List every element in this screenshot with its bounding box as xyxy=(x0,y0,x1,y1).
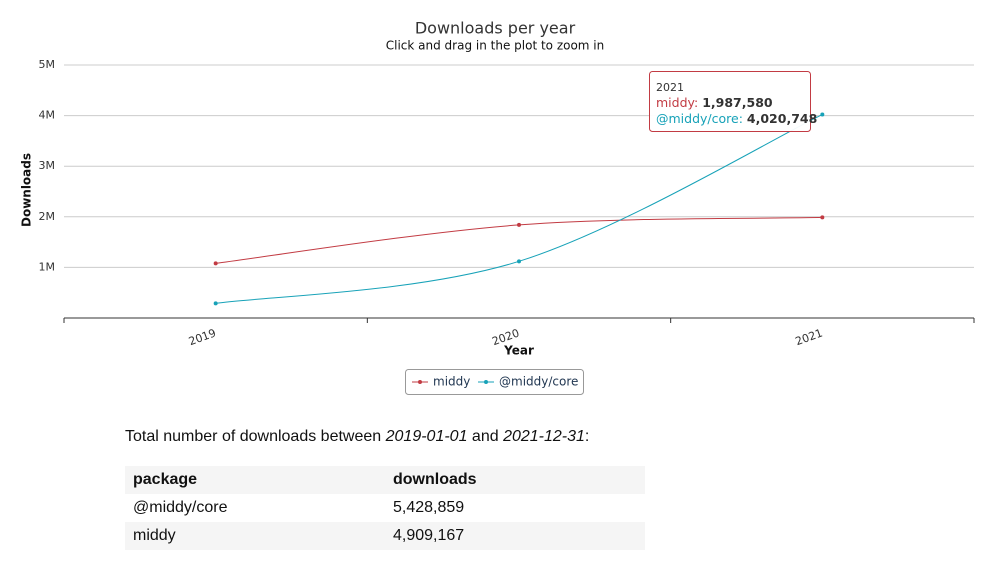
legend-label: @middy/core xyxy=(499,375,578,389)
chart: Downloads per year Click and drag in the… xyxy=(20,19,975,395)
tooltip-row: @middy/core: 4,020,748 xyxy=(656,111,817,126)
table-header: package downloads xyxy=(125,466,645,494)
series-line xyxy=(215,114,823,304)
end-date: 2021-12-31 xyxy=(503,428,585,445)
downloads-cell: 5,428,859 xyxy=(393,499,465,516)
downloads-table: package downloads @middy/core 5,428,859 mi… xyxy=(125,466,645,550)
data-point xyxy=(820,215,825,220)
x-tick-label: 2019 xyxy=(187,326,218,348)
header-cell: package xyxy=(125,466,385,494)
data-point xyxy=(820,112,825,117)
legend-marker xyxy=(484,380,488,384)
tooltip: 2021 middy: 1,987,580 @middy/core: 4,020… xyxy=(649,71,817,132)
legend-box xyxy=(405,369,584,395)
x-axis-label: Year xyxy=(503,344,534,358)
downloads-cell: 4,909,167 xyxy=(385,522,645,550)
legend[interactable]: middy @middy/core xyxy=(405,369,584,395)
y-tick-label: 2M xyxy=(39,210,56,223)
y-tick-label: 5M xyxy=(39,58,56,71)
data-point xyxy=(517,222,521,227)
package-cell: middy xyxy=(125,522,385,550)
plot-area xyxy=(213,112,825,306)
y-tick-label: 1M xyxy=(39,260,56,273)
data-point xyxy=(213,301,218,306)
header-cell: downloads xyxy=(385,466,645,494)
tooltip-label: @middy/core: xyxy=(656,111,743,126)
y-axis-label: Downloads xyxy=(20,153,34,227)
table-row: middy 4,909,167 xyxy=(125,522,645,550)
x-tick-label: 2021 xyxy=(794,326,825,348)
chart-subtitle: Click and drag in the plot to zoom in xyxy=(386,39,605,53)
tooltip-value: 4,020,748 xyxy=(747,111,817,126)
legend-label: middy xyxy=(433,375,470,389)
data-point xyxy=(213,261,218,266)
summary-text: : xyxy=(584,428,590,445)
y-tick-label: 4M xyxy=(39,109,56,122)
start-date: 2019-01-01 xyxy=(385,428,468,445)
table-row: @middy/core 5,428,859 xyxy=(125,494,645,522)
tooltip-label: middy: xyxy=(656,95,698,110)
tooltip-row: middy: 1,987,580 xyxy=(656,95,773,110)
legend-marker xyxy=(418,380,422,384)
tooltip-value: 1,987,580 xyxy=(702,95,773,110)
summary: Total number of downloads between 2019-0… xyxy=(125,428,589,446)
tooltip-title: 2021 xyxy=(656,81,684,94)
summary-text: Total number of downloads between xyxy=(125,428,382,445)
package-cell: @middy/core xyxy=(133,499,228,516)
data-point xyxy=(517,259,521,264)
chart-title: Downloads per year xyxy=(415,19,576,38)
tooltip-box xyxy=(649,71,811,132)
y-tick-label: 3M xyxy=(39,159,56,172)
summary-text: and xyxy=(471,428,499,445)
